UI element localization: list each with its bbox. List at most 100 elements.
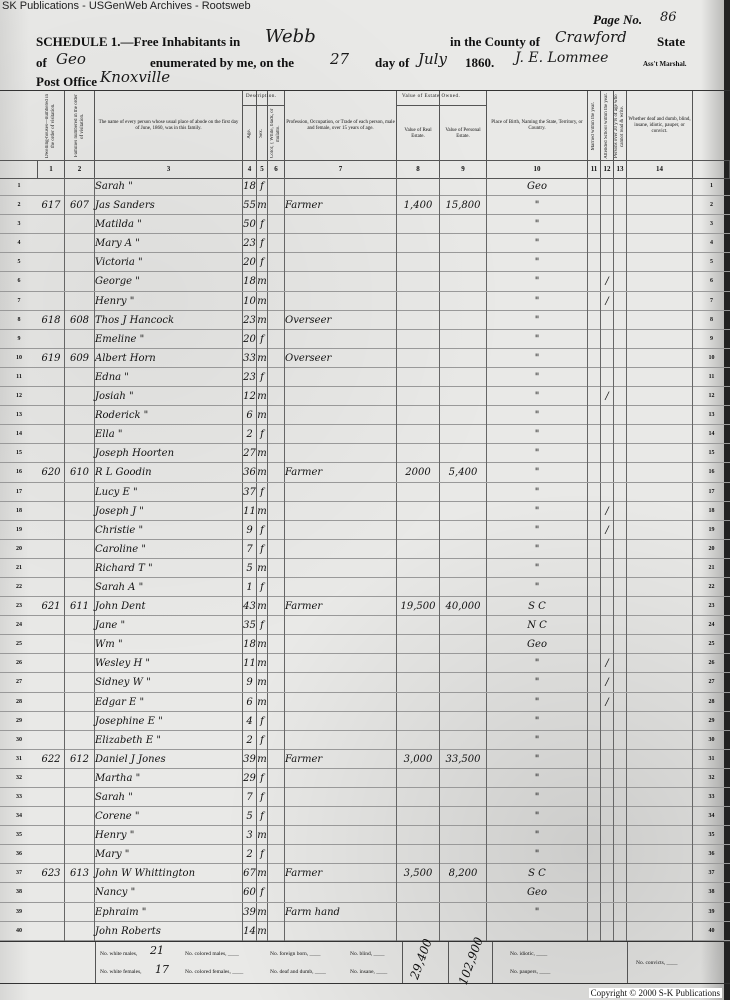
sex: m bbox=[257, 272, 268, 292]
table-row: 4 Mary A " 23 f " 4 bbox=[0, 234, 730, 254]
occupation bbox=[285, 692, 397, 712]
infirmity bbox=[627, 253, 693, 273]
cannot-read-write bbox=[614, 558, 627, 578]
attended-school bbox=[601, 539, 614, 559]
sex: m bbox=[257, 864, 268, 884]
real-estate-value bbox=[397, 921, 440, 941]
cannot-read-write bbox=[614, 635, 627, 655]
birthplace: " bbox=[487, 577, 588, 597]
cannot-read-write bbox=[614, 807, 627, 827]
occupation bbox=[285, 768, 397, 788]
col-header-school: Attended School within the year. bbox=[601, 91, 614, 161]
col-header-color: Color, { White, black, or mulatto. bbox=[268, 91, 285, 161]
sex: f bbox=[257, 788, 268, 807]
color bbox=[268, 310, 285, 330]
person-name: John Roberts bbox=[95, 921, 243, 941]
row-number: 18 bbox=[708, 507, 715, 514]
birthplace: " bbox=[487, 501, 588, 521]
sex: f bbox=[257, 329, 268, 349]
married-within-year bbox=[588, 826, 601, 846]
dwelling-number bbox=[38, 902, 65, 922]
col-header-family: Families numbered in the order of visita… bbox=[65, 91, 95, 161]
infirmity bbox=[627, 520, 693, 540]
table-row: 32 Martha " 29 f " 32 bbox=[0, 768, 730, 788]
color bbox=[268, 196, 285, 216]
sex: m bbox=[257, 635, 268, 655]
table-row: 21 Richard T " 5 m " 21 bbox=[0, 558, 730, 578]
divider bbox=[243, 105, 285, 106]
dwelling-number bbox=[38, 329, 65, 349]
married-within-year bbox=[588, 902, 601, 922]
family-number bbox=[65, 845, 95, 865]
personal-estate-value bbox=[440, 616, 487, 636]
family-number bbox=[65, 329, 95, 349]
personal-estate-value bbox=[440, 788, 487, 807]
col-header-text: Color, { White, black, or mulatto. bbox=[270, 108, 281, 159]
infirmity bbox=[627, 310, 693, 330]
personal-estate-value bbox=[440, 654, 487, 674]
county-label: in the County of bbox=[450, 34, 540, 49]
row-number: 11 bbox=[16, 373, 22, 380]
sex: m bbox=[257, 749, 268, 769]
blind-label: No. blind, ____ bbox=[350, 951, 385, 957]
occupation bbox=[285, 406, 397, 426]
color bbox=[268, 768, 285, 788]
cannot-read-write bbox=[614, 348, 627, 368]
cannot-read-write bbox=[614, 367, 627, 387]
family-number bbox=[65, 730, 95, 750]
dwelling-number bbox=[38, 272, 65, 292]
birthplace bbox=[487, 921, 588, 941]
attended-school bbox=[601, 730, 614, 750]
birthplace: " bbox=[487, 406, 588, 426]
attended-school bbox=[601, 749, 614, 769]
personal-estate-value bbox=[440, 768, 487, 788]
infirmity bbox=[627, 196, 693, 216]
table-row: 29 Josephine E " 4 f " 29 bbox=[0, 711, 730, 731]
family-number bbox=[65, 921, 95, 941]
real-estate-value bbox=[397, 310, 440, 330]
birthplace: " bbox=[487, 291, 588, 311]
dwelling-number bbox=[38, 788, 65, 807]
row-number: 25 bbox=[708, 641, 715, 648]
margin-cell bbox=[693, 161, 730, 178]
married-within-year bbox=[588, 768, 601, 788]
personal-estate-value: 15,800 bbox=[440, 196, 487, 216]
column-number: 12 bbox=[601, 161, 614, 178]
occupation: Farm hand bbox=[285, 902, 397, 922]
color bbox=[268, 864, 285, 884]
row-number: 19 bbox=[16, 526, 22, 533]
age: 35 bbox=[243, 616, 257, 636]
attended-school: / bbox=[601, 272, 614, 292]
color bbox=[268, 730, 285, 750]
age: 67 bbox=[243, 864, 257, 884]
person-name: Victoria " bbox=[95, 253, 243, 273]
real-estate-value bbox=[397, 177, 440, 196]
infirmity bbox=[627, 539, 693, 559]
col-header-text: Value of Personal Estate. bbox=[445, 127, 481, 139]
table-row: 23 621 611 John Dent 43 m Farmer 19,500 40,000 S … bbox=[0, 597, 730, 617]
age: 23 bbox=[243, 234, 257, 254]
real-estate-value bbox=[397, 539, 440, 559]
row-number: 36 bbox=[708, 851, 715, 858]
column-number: 9 bbox=[440, 161, 487, 178]
personal-estate-value bbox=[440, 310, 487, 330]
attended-school bbox=[601, 597, 614, 617]
dwelling-number bbox=[38, 291, 65, 311]
row-number: 33 bbox=[16, 794, 22, 800]
family-number: 607 bbox=[65, 196, 95, 216]
real-estate-value bbox=[397, 577, 440, 597]
attended-school bbox=[601, 234, 614, 254]
white-males-value: 21 bbox=[150, 944, 164, 957]
personal-estate-value bbox=[440, 635, 487, 655]
sex: m bbox=[257, 654, 268, 674]
row-number: 10 bbox=[708, 354, 715, 361]
occupation bbox=[285, 291, 397, 311]
cannot-read-write bbox=[614, 463, 627, 483]
married-within-year bbox=[588, 310, 601, 330]
row-number: 15 bbox=[708, 450, 715, 457]
married-within-year bbox=[588, 711, 601, 731]
attended-school bbox=[601, 444, 614, 464]
col-header-text: The name of every person whose usual pla… bbox=[98, 120, 239, 131]
row-number: 37 bbox=[16, 870, 22, 877]
